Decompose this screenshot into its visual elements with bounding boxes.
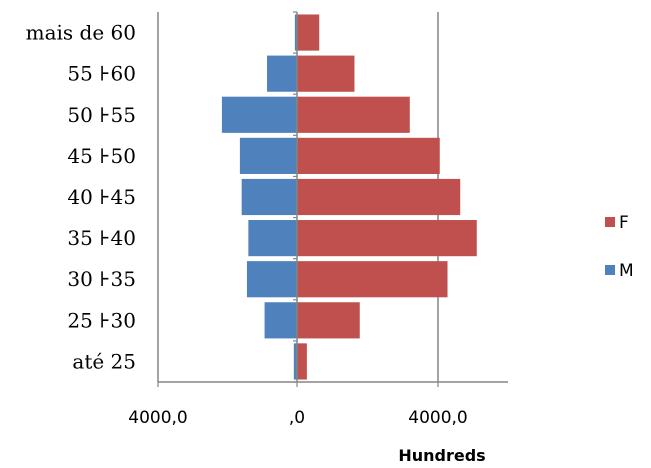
bar-M-1 <box>264 302 297 339</box>
category-label-0: até 25 <box>72 349 136 373</box>
category-label-1: 25 ⊦30 <box>67 308 136 332</box>
category-label-7: 55 ⊦60 <box>67 62 136 86</box>
bar-F-7 <box>297 55 355 92</box>
category-label-4: 40 ⊦45 <box>67 185 136 209</box>
legend: FM <box>605 213 634 281</box>
bar-M-5 <box>239 137 297 174</box>
category-label-5: 45 ⊦50 <box>67 144 136 168</box>
tick-labels: 4000,0 ,0 4000,0 <box>128 408 467 428</box>
bar-M-7 <box>267 55 297 92</box>
bar-F-4 <box>297 178 461 216</box>
bar-F-2 <box>297 261 448 298</box>
category-labels: até 25 25 ⊦30 30 ⊦35 35 ⊦40 40 ⊦45 45 ⊦50 50 ⊦… <box>26 21 136 374</box>
axes <box>157 11 508 387</box>
bar-M-2 <box>246 261 297 298</box>
x-tick-label-2: 4000,0 <box>408 408 467 428</box>
bar-F-3 <box>297 220 477 257</box>
bars <box>221 14 477 380</box>
x-tick-label-0: 4000,0 <box>128 408 187 428</box>
category-label-2: 30 ⊦35 <box>67 267 136 291</box>
bar-M-4 <box>241 178 297 216</box>
bar-F-8 <box>297 14 320 51</box>
unit-label: Hundreds <box>398 446 485 465</box>
bar-F-6 <box>297 96 410 133</box>
category-label-3: 35 ⊦40 <box>67 226 136 250</box>
bar-F-1 <box>297 302 360 339</box>
bar-M-3 <box>248 220 297 257</box>
bar-F-0 <box>297 343 307 380</box>
category-label-8: mais de 60 <box>26 21 136 45</box>
legend-label-F: F <box>619 213 629 233</box>
bar-F-5 <box>297 137 440 174</box>
legend-swatch-F <box>605 217 615 227</box>
bar-M-8 <box>294 14 297 51</box>
bar-M-0 <box>293 343 297 380</box>
legend-label-M: M <box>619 261 634 281</box>
bar-M-6 <box>221 96 297 133</box>
category-label-6: 50 ⊦55 <box>67 103 136 127</box>
x-tick-label-1: ,0 <box>289 408 305 428</box>
legend-swatch-M <box>605 265 615 275</box>
